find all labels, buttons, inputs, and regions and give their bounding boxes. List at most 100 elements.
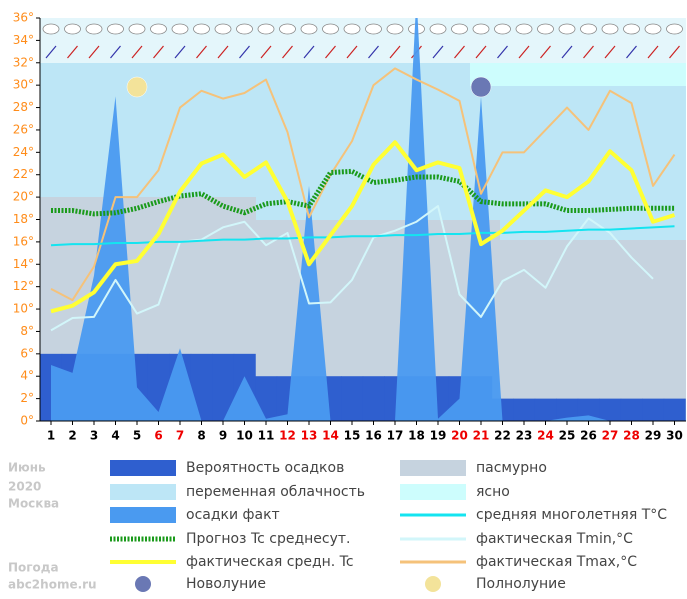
weather-icon xyxy=(494,23,511,35)
wind-arrow xyxy=(647,45,659,59)
wind-arrow xyxy=(475,45,487,59)
site: abc2home.ru xyxy=(8,578,97,592)
icon-row xyxy=(40,18,686,63)
y-tick-label: 12° xyxy=(13,279,34,293)
weather-icon xyxy=(558,23,576,35)
x-tick-label: 29 xyxy=(645,429,662,443)
wind-arrow xyxy=(518,45,530,59)
year: 2020 xyxy=(8,480,41,494)
weather-icon xyxy=(257,23,275,35)
axes: 0° 2° 4° 6° 8° 10° 12° 14° 16° 18° 20° 22° 24° 26° 28°… xyxy=(13,11,686,443)
precip-probability xyxy=(513,398,536,421)
wind-arrow xyxy=(604,45,616,59)
x-tick-label: 13 xyxy=(301,429,318,443)
temperature-line xyxy=(50,205,654,332)
x-tick-label: 12 xyxy=(279,429,296,443)
x-tick-label: 22 xyxy=(494,429,511,443)
site-label: Погода xyxy=(8,561,59,575)
wind-arrow xyxy=(174,45,186,59)
precip-area xyxy=(51,18,675,421)
x-tick-label: 2 xyxy=(68,429,76,443)
x-tick-label: 9 xyxy=(219,429,227,443)
weather-icon xyxy=(386,23,404,35)
moon xyxy=(126,76,148,98)
wind-arrow xyxy=(217,45,229,59)
y-tick-label: 36° xyxy=(13,11,34,25)
wind-arrow xyxy=(88,45,100,59)
wind-arrow xyxy=(196,45,207,59)
y-tick-label: 20° xyxy=(13,190,34,204)
weather-icon xyxy=(580,23,597,35)
legend-label: пасмурно xyxy=(476,460,547,476)
wind-arrow xyxy=(561,45,573,59)
precip-probability xyxy=(577,398,600,421)
weather-icon xyxy=(365,23,382,35)
cloud-zone xyxy=(470,63,686,86)
legend-label: Вероятность осадков xyxy=(186,460,344,476)
y-tick-label: 0° xyxy=(20,414,34,428)
city: Москва xyxy=(8,497,59,511)
precip-probability xyxy=(599,398,622,421)
x-tick-label: 6 xyxy=(154,429,162,443)
legend-label: фактическая Tmin,°C xyxy=(476,531,633,547)
wind-arrow xyxy=(110,45,121,59)
temperature-line xyxy=(50,140,676,314)
x-tick-label: 15 xyxy=(344,429,361,443)
weather-icon xyxy=(644,23,662,35)
x-tick-label: 16 xyxy=(365,429,382,443)
x-tick-label: 3 xyxy=(90,429,98,443)
x-tick-label: 28 xyxy=(623,429,640,443)
weather-icon xyxy=(107,23,124,35)
weather-icon xyxy=(515,23,533,35)
y-tick-label: 14° xyxy=(13,257,34,271)
y-tick-label: 28° xyxy=(13,100,34,114)
y-tick-label: 24° xyxy=(13,145,34,159)
legend: Вероятность осадков переменная облачность… xyxy=(110,460,667,592)
x-tick-label: 17 xyxy=(387,429,404,443)
y-tick-label: 34° xyxy=(13,33,34,47)
y-tick-label: 18° xyxy=(13,212,34,226)
x-tick-label: 10 xyxy=(236,429,253,443)
temperature-line xyxy=(50,67,676,302)
wind-arrow xyxy=(239,45,250,59)
weather-icon xyxy=(300,23,318,35)
y-tick-label: 6° xyxy=(20,346,34,360)
precip-probability xyxy=(362,376,385,421)
legend-swatch xyxy=(400,460,466,476)
x-tick-label: 19 xyxy=(430,429,447,443)
weather-icon xyxy=(42,23,60,35)
weather-icon xyxy=(537,23,554,35)
precip-probability xyxy=(534,398,557,421)
x-tick-label: 8 xyxy=(197,429,205,443)
legend-label: осадки факт xyxy=(186,507,280,523)
x-tick-label: 27 xyxy=(602,429,619,443)
weather-icon xyxy=(64,23,81,35)
y-tick-label: 30° xyxy=(13,78,34,92)
weather-icon xyxy=(85,23,103,35)
legend-swatch xyxy=(425,576,441,592)
wind-arrow xyxy=(454,45,465,59)
wind-arrow xyxy=(497,45,508,59)
wind-arrow xyxy=(368,45,379,59)
legend-swatch xyxy=(135,576,151,592)
wind-arrow xyxy=(583,45,594,59)
weather-icon xyxy=(236,23,253,35)
x-tick-label: 20 xyxy=(451,429,468,443)
weather-icon xyxy=(601,23,619,35)
x-tick-label: 14 xyxy=(322,429,339,443)
x-tick-label: 24 xyxy=(537,429,554,443)
legend-label: средняя многолетняя T°C xyxy=(476,507,667,523)
wind-arrow xyxy=(669,45,680,59)
temperature-line xyxy=(51,168,675,217)
wind-arrow xyxy=(45,45,57,59)
legend-label: ясно xyxy=(476,484,510,500)
y-tick-label: 16° xyxy=(13,234,34,248)
legend-label: Прогноз Tc среднесут. xyxy=(186,531,351,547)
wind-arrow xyxy=(346,45,358,59)
weather-icon xyxy=(214,23,232,35)
weather-icon xyxy=(429,23,447,35)
weather-icon xyxy=(150,23,167,35)
x-tick-label: 7 xyxy=(176,429,184,443)
weather-icon xyxy=(279,23,296,35)
x-tick-label: 25 xyxy=(559,429,576,443)
